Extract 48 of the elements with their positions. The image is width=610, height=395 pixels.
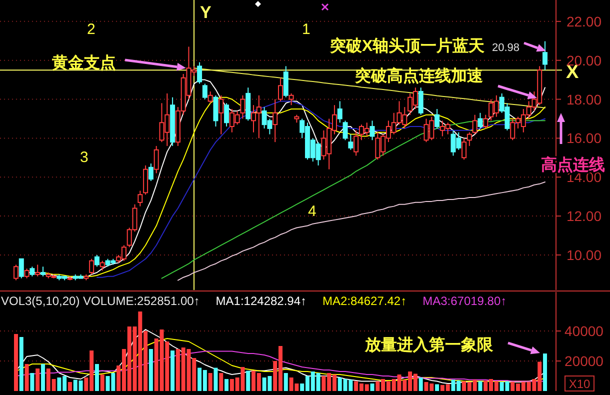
annotation: 4	[308, 203, 316, 220]
y-tick-label: 20000	[564, 353, 604, 369]
legend-title: VOL3(5,10,20) VOLUME:252851.00↑	[1, 294, 200, 308]
annotation: 放量进入第一象限	[364, 336, 494, 354]
annotation: 突破X轴头顶一片蓝天	[329, 37, 486, 55]
bar	[30, 373, 34, 391]
annotation: 20.98	[492, 42, 520, 54]
line-series	[16, 338, 546, 382]
annotation: 1	[302, 21, 310, 38]
bar	[478, 381, 482, 391]
annotation: 黄金支点	[51, 54, 116, 72]
y-tick-label: 12.00	[566, 208, 602, 224]
bar	[68, 382, 72, 391]
bar	[435, 384, 440, 391]
bar	[284, 373, 288, 391]
bar	[40, 364, 45, 391]
annotation: Y	[200, 3, 212, 22]
y-tick-label: 22.00	[566, 13, 602, 30]
annotation: 3	[80, 149, 88, 166]
bar	[14, 334, 18, 391]
line-series	[177, 181, 546, 281]
y-tick-label: 10.00	[566, 246, 602, 263]
bar	[543, 354, 547, 391]
bar	[24, 364, 29, 391]
text: MA2:84627.42↑	[322, 294, 407, 308]
y-axis-title: X10	[568, 377, 590, 391]
bar	[148, 349, 153, 391]
bar	[19, 337, 24, 391]
bar	[214, 368, 218, 391]
bar	[224, 379, 229, 391]
annotation: 2	[87, 21, 96, 38]
y-tick-label: 40000	[564, 323, 604, 339]
bar	[170, 350, 175, 391]
bar	[370, 384, 374, 391]
y-tick-label: 16.00	[566, 130, 602, 146]
bar	[219, 373, 224, 391]
bar	[36, 368, 40, 391]
text: MA3:67019.80↑	[422, 294, 507, 308]
candlestick	[542, 40, 548, 71]
bar	[208, 373, 212, 391]
y-tick-label: 18.00	[566, 91, 602, 108]
annotation: 突破高点连线加速	[354, 66, 484, 85]
bar	[246, 370, 250, 391]
bar	[100, 374, 104, 391]
candlestick	[272, 98, 278, 143]
bar	[94, 364, 99, 391]
text: MA1:124282.94↑	[216, 294, 307, 308]
bar	[418, 378, 423, 391]
